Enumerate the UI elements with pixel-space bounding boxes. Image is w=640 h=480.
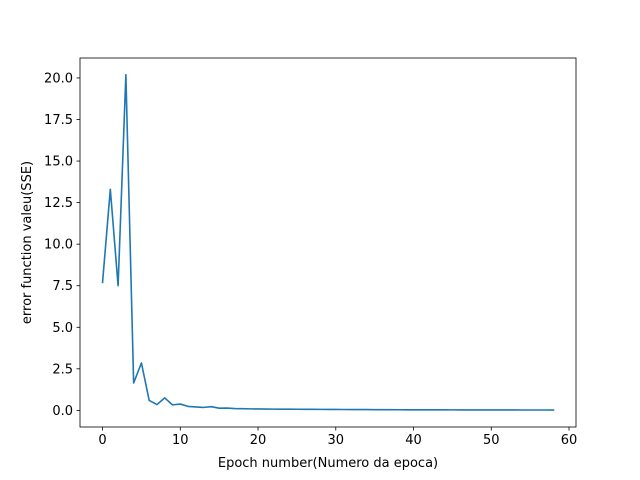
y-tick-label: 10.0 bbox=[44, 238, 73, 253]
y-tick-label: 12.5 bbox=[44, 196, 73, 211]
ticks-layer: 0 10 20 30 40 50 60 0.0 2.5 5.0 7.5 10.0 12.5 15.0 17.… bbox=[44, 71, 577, 448]
x-tick-label: 40 bbox=[405, 433, 422, 448]
x-tick-label: 10 bbox=[172, 433, 189, 448]
x-tick-label: 30 bbox=[328, 433, 345, 448]
y-tick-label: 2.5 bbox=[52, 362, 73, 377]
y-tick-label: 5.0 bbox=[52, 321, 73, 336]
plot-area bbox=[80, 58, 576, 427]
x-tick-label: 50 bbox=[483, 433, 500, 448]
series-line bbox=[101, 73, 555, 411]
y-tick-label: 0.0 bbox=[52, 404, 73, 419]
y-tick-label: 7.5 bbox=[52, 279, 73, 294]
x-axis-label: Epoch number(Numero da epoca) bbox=[218, 456, 438, 471]
x-tick-label: 20 bbox=[250, 433, 267, 448]
y-tick-label: 20.0 bbox=[44, 71, 73, 86]
plot-frame bbox=[79, 57, 577, 428]
x-tick-label: 0 bbox=[98, 433, 106, 448]
series-layer bbox=[101, 73, 555, 411]
y-axis-label: error function valeu(SSE) bbox=[20, 161, 35, 324]
y-tick-label: 17.5 bbox=[44, 113, 73, 128]
y-tick-label: 15.0 bbox=[44, 155, 73, 170]
x-tick-label: 60 bbox=[561, 433, 578, 448]
